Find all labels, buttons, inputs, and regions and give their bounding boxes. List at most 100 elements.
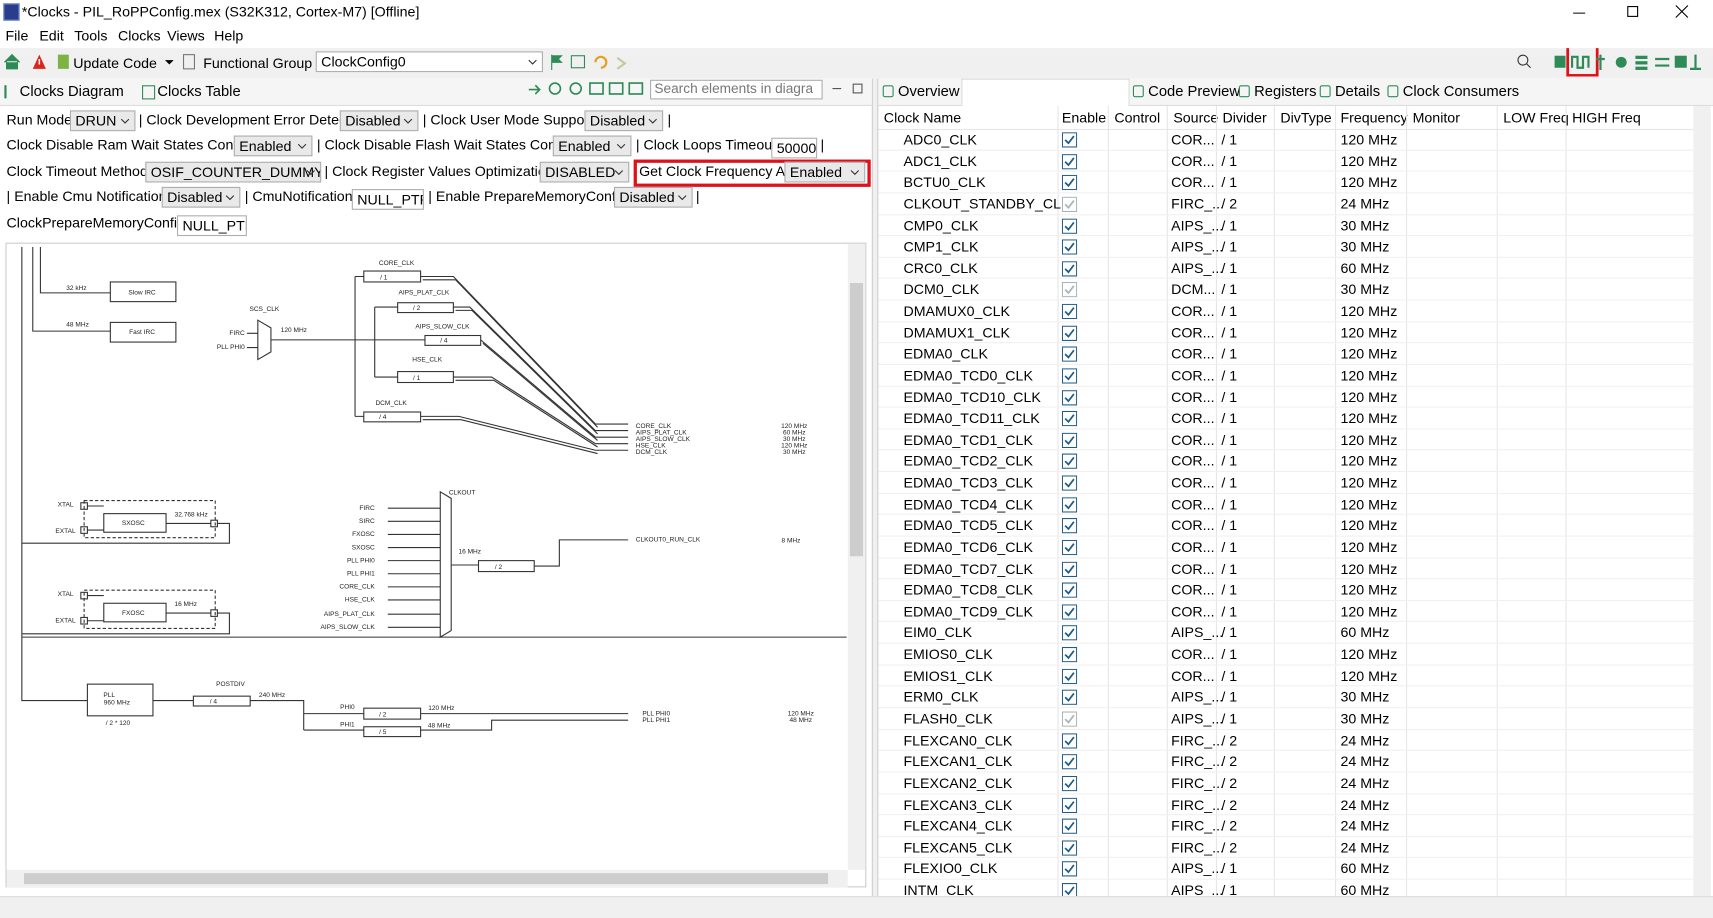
enable-checkbox[interactable] [1061,582,1078,599]
table-row[interactable]: FLEXCAN1_CLK FIRC_.../ 2 24 MHz [878,751,1694,773]
table-row[interactable]: BCTU0_CLK COR... / 1 120 MHz [878,172,1694,194]
setting-textbox[interactable]: 50000 [771,137,818,159]
column-header[interactable]: Control [1114,109,1161,126]
enable-checkbox[interactable] [1061,668,1078,684]
table-row[interactable]: EDMA0_CLK COR... / 1 120 MHz [878,343,1694,365]
table-row[interactable]: EDMA0_TCD7_CLK COR... / 1 120 MHz [878,558,1694,580]
table-row[interactable]: EDMA0_TCD11_CLK COR... / 1 120 MHz [878,408,1694,430]
setting-dropdown[interactable]: Disabled [161,186,241,208]
enable-checkbox[interactable] [1061,389,1078,405]
table-row[interactable]: EDMA0_TCD9_CLK COR... / 1 120 MHz [878,601,1694,623]
setting-dropdown[interactable]: Disabled [339,110,419,132]
enable-checkbox[interactable] [1061,454,1078,470]
table-row[interactable]: DMAMUX1_CLK COR... / 1 120 MHz [878,322,1694,344]
table-row[interactable]: EDMA0_TCD3_CLK COR... / 1 120 MHz [878,472,1694,494]
diagram-tools[interactable] [524,80,871,102]
table-row[interactable]: FLEXCAN4_CLK FIRC_.../ 2 24 MHz [878,815,1694,837]
enable-checkbox[interactable] [1061,218,1078,234]
enable-checkbox[interactable] [1061,175,1078,191]
enable-checkbox[interactable] [1061,368,1078,384]
table-row[interactable]: INTM_CLK AIPS_.../ 1 60 MHz [878,880,1693,897]
enable-checkbox[interactable] [1061,518,1078,534]
left-tab[interactable]: Clocks Diagram [19,83,124,100]
enable-checkbox[interactable] [1061,604,1078,620]
enable-checkbox[interactable] [1061,690,1078,706]
table-row[interactable]: CMP0_CLK AIPS_.../ 1 30 MHz [878,215,1694,237]
enable-checkbox[interactable] [1061,561,1078,577]
menu-item[interactable]: Edit [39,27,64,44]
setting-dropdown[interactable]: Enabled [552,135,632,157]
update-code-button[interactable]: Update Code [73,54,157,72]
column-header[interactable]: Source [1173,109,1219,126]
setting-dropdown[interactable]: DISABLED [539,161,630,183]
column-header[interactable]: Clock Name [883,109,962,126]
enable-checkbox[interactable] [1061,775,1078,792]
functional-group-combo[interactable]: ClockConfig0 [315,51,543,73]
column-header[interactable]: DivType [1280,109,1332,126]
setting-dropdown[interactable]: DRUN [69,110,136,132]
menu-item[interactable]: Clocks [117,27,161,44]
enable-checkbox[interactable] [1061,732,1078,749]
table-row[interactable]: EDMA0_TCD0_CLK COR... / 1 120 MHz [878,365,1694,387]
setting-dropdown[interactable]: Enabled [784,161,866,183]
table-row[interactable]: ADC0_CLK COR... / 1 120 MHz [878,129,1694,151]
table-row[interactable]: EDMA0_TCD4_CLK COR... / 1 120 MHz [878,494,1694,516]
column-header[interactable]: LOW Freq [1503,109,1569,126]
enable-checkbox[interactable] [1061,797,1078,813]
table-row[interactable]: FLEXCAN2_CLK FIRC_.../ 2 24 MHz [878,773,1694,794]
enable-checkbox[interactable] [1061,496,1078,513]
enable-checkbox[interactable] [1061,303,1078,320]
setting-dropdown[interactable]: Disabled [584,110,664,132]
column-header[interactable]: Enable [1061,109,1107,126]
setting-textbox[interactable]: NULL_PTR [351,189,424,210]
enable-checkbox[interactable] [1061,754,1078,770]
enable-checkbox[interactable] [1061,647,1078,663]
right-tab[interactable]: Clock Consumers [1402,83,1520,100]
menu-item[interactable]: Tools [74,27,108,44]
table-row[interactable]: EDMA0_TCD1_CLK COR... / 1 120 MHz [878,429,1694,451]
enable-checkbox[interactable] [1061,818,1078,835]
enable-checkbox[interactable] [1061,840,1078,856]
left-tab[interactable]: Clocks Table [157,83,241,100]
perspective-icons[interactable] [1513,48,1713,77]
enable-checkbox[interactable] [1061,132,1078,148]
table-row[interactable]: FLEXIO0_CLK AIPS_.../ 1 60 MHz [878,858,1694,880]
menu-item[interactable]: Views [167,27,205,44]
enable-checkbox[interactable] [1061,883,1078,897]
right-tab[interactable]: Registers [1254,83,1317,100]
right-tab[interactable]: Code Preview [1148,83,1241,100]
enable-checkbox[interactable] [1061,411,1078,427]
table-row[interactable]: EDMA0_TCD2_CLK COR... / 1 120 MHz [878,451,1694,473]
enable-checkbox[interactable] [1061,153,1078,169]
enable-checkbox[interactable] [1061,346,1078,363]
menu-item[interactable]: File [5,27,29,44]
table-row[interactable]: EDMA0_TCD5_CLK COR... / 1 120 MHz [878,515,1694,537]
table-row[interactable]: FLEXCAN3_CLK FIRC_.../ 2 24 MHz [878,794,1694,816]
enable-checkbox[interactable] [1061,475,1078,491]
diagram-vscroll[interactable] [847,243,866,870]
table-row[interactable]: DMAMUX0_CLK COR... / 1 120 MHz [878,301,1694,323]
right-tab[interactable]: Details [1334,83,1381,100]
column-header[interactable]: Monitor [1412,109,1460,126]
column-header[interactable]: Divider [1222,109,1267,126]
table-row[interactable]: CMP1_CLK AIPS_.../ 1 30 MHz [878,236,1694,258]
diagram-hscroll[interactable] [6,869,848,888]
enable-checkbox[interactable] [1061,432,1078,448]
table-row[interactable]: CRC0_CLK AIPS_.../ 1 60 MHz [878,258,1694,280]
table-row[interactable]: FLEXCAN5_CLK FIRC_.../ 2 24 MHz [878,837,1694,859]
table-row[interactable]: DCM0_CLK DCM... / 1 30 MHz [878,279,1694,301]
column-header[interactable]: HIGH Freq [1572,109,1641,126]
enable-checkbox[interactable] [1061,239,1078,255]
table-row[interactable]: EDMA0_TCD6_CLK COR... / 1 120 MHz [878,537,1694,559]
window-controls[interactable] [1562,0,1704,24]
table-row[interactable]: EDMA0_TCD8_CLK COR... / 1 120 MHz [878,579,1694,601]
enable-checkbox[interactable] [1061,861,1078,877]
table-row[interactable]: EDMA0_TCD10_CLK COR... / 1 120 MHz [878,386,1694,408]
column-header[interactable]: Frequency [1340,109,1408,126]
table-row[interactable]: EMIOS0_CLK COR... / 1 120 MHz [878,644,1694,666]
right-tab[interactable]: Overview [898,83,960,100]
enable-checkbox[interactable] [1061,260,1078,277]
enable-checkbox[interactable] [1061,325,1078,341]
setting-dropdown[interactable]: Disabled [613,186,693,208]
toolbar-icons[interactable] [0,48,655,76]
